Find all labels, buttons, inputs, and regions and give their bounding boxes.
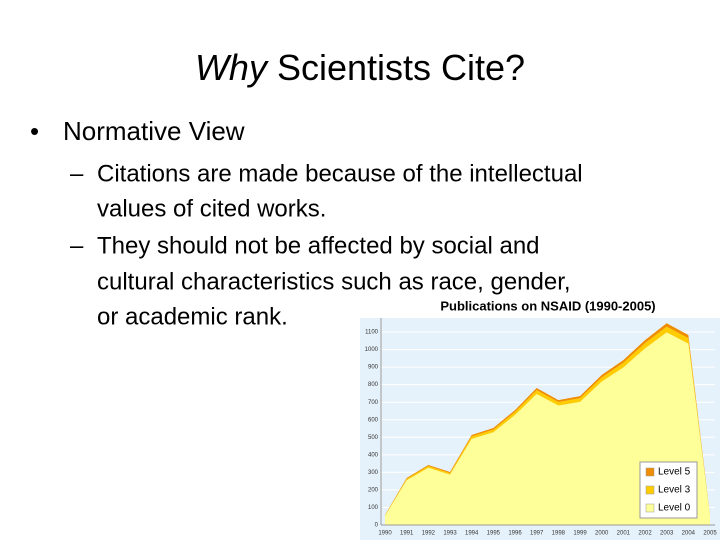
x-tick-label: 2002 [638, 531, 652, 537]
legend-swatch [645, 503, 655, 513]
title-rest: Scientists Cite? [267, 47, 525, 88]
y-tick-label: 600 [368, 417, 379, 423]
x-tick-label: 2004 [682, 531, 696, 537]
x-tick-label: 1992 [422, 531, 436, 537]
y-tick-label: 200 [368, 487, 379, 493]
y-tick-label: 500 [368, 435, 379, 441]
x-tick-label: 2001 [617, 531, 631, 537]
y-tick-label: 800 [368, 382, 379, 388]
bullet-dot: • [30, 116, 39, 146]
legend-label: Level 3 [658, 485, 691, 496]
x-tick-label: 1994 [465, 531, 479, 537]
legend-swatch [645, 485, 655, 495]
x-tick-label: 1991 [400, 531, 414, 537]
x-tick-label: 2000 [595, 531, 609, 537]
y-tick-label: 700 [368, 400, 379, 406]
x-tick-label: 2005 [703, 531, 717, 537]
y-tick-label: 100 [368, 505, 379, 511]
sub-line: Citations are made because of the intell… [97, 160, 583, 187]
x-tick-label: 1997 [530, 531, 544, 537]
x-tick-label: 1990 [378, 531, 392, 537]
x-tick-label: 1998 [552, 531, 566, 537]
area [385, 332, 710, 525]
legend-swatch [645, 467, 655, 477]
chart-title: Publications on NSAID (1990-2005) [440, 298, 655, 313]
x-tick-label: 1993 [443, 531, 457, 537]
y-tick-label: 0 [375, 523, 379, 529]
y-tick-label: 900 [368, 365, 379, 371]
bullet: Normative View [63, 116, 245, 146]
sub-line: or academic rank. [97, 303, 288, 330]
x-tick-label: 1999 [573, 531, 587, 537]
dash: – [70, 232, 84, 259]
legend-label: Level 0 [658, 503, 691, 514]
title-em: Why [195, 47, 269, 88]
y-tick-label: 400 [368, 452, 379, 458]
dash: – [70, 160, 84, 187]
x-tick-label: 1996 [508, 531, 522, 537]
y-tick-label: 300 [368, 470, 379, 476]
legend-label: Level 5 [658, 467, 691, 478]
x-tick-label: 1995 [487, 531, 501, 537]
y-tick-label: 1100 [365, 330, 379, 336]
y-tick-label: 1000 [365, 347, 379, 353]
sub-line: cultural characteristics such as race, g… [97, 268, 571, 295]
sub-line: values of cited works. [97, 195, 326, 222]
slide-title: Why Scientists Cite? [195, 47, 525, 88]
sub-line: They should not be affected by social an… [97, 232, 540, 259]
x-tick-label: 2003 [660, 531, 674, 537]
